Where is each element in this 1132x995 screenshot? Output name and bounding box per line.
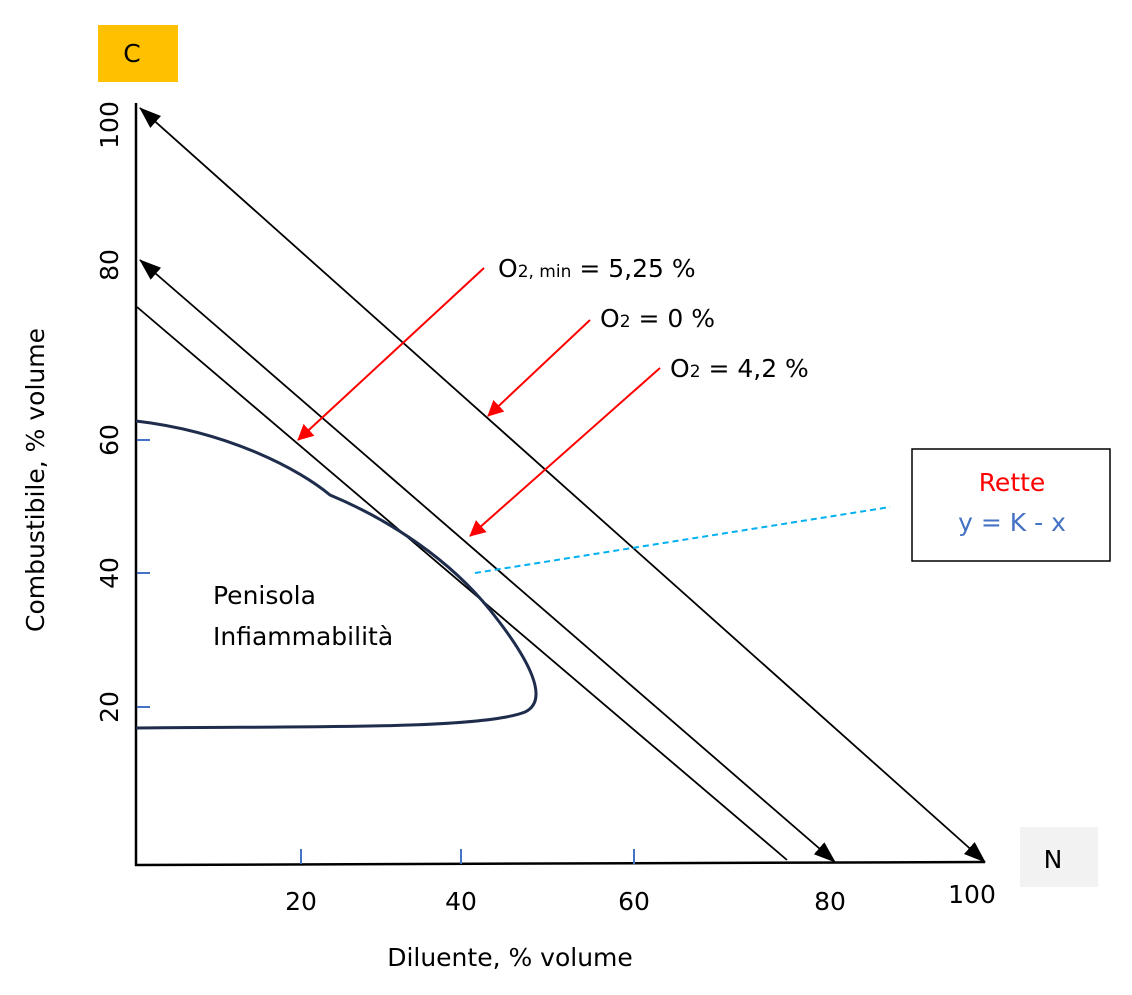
flammability-envelope-curve	[135, 419, 538, 730]
x-tick-label: 100	[948, 880, 996, 909]
y-tick-label: 80	[95, 249, 124, 281]
y-tick-label: 20	[95, 691, 124, 723]
line-label-value: = 0 %	[631, 304, 715, 333]
line-label-main: O	[670, 354, 690, 383]
line-k-75	[136, 306, 788, 861]
line-k-80	[139, 259, 836, 863]
region-label-1: Penisola	[213, 581, 316, 610]
corner-n-box	[1020, 827, 1098, 887]
axis-ticks: 20 40 60 80 100 20 40 60 80 100	[95, 101, 996, 916]
legend-box	[911, 448, 1111, 562]
y-tick-label: 100	[95, 101, 124, 149]
dashed-leader-line	[474, 506, 891, 574]
line-label-main: O	[498, 254, 518, 283]
line-label-subscript: 2	[690, 362, 701, 382]
legend-formula: y = K - x	[958, 508, 1066, 537]
k-lines: O2 = 0 %O2 = 4,2 %O2, min = 5,25 %	[136, 107, 986, 863]
pointer-arrow	[297, 267, 485, 441]
line-label-main: O	[600, 304, 620, 333]
y-axis-label: Combustibile, % volume	[21, 328, 50, 632]
x-axis-label: Diluente, % volume	[387, 943, 633, 972]
line-label: O2 = 0 %	[600, 304, 715, 333]
legend-title: Rette	[979, 468, 1046, 497]
x-tick-label: 20	[285, 887, 317, 916]
corner-c-label: C	[123, 39, 140, 68]
line-label: O2, min = 5,25 %	[498, 254, 696, 283]
line-k-100	[139, 107, 986, 863]
pointer-arrow	[469, 367, 661, 537]
line-label-value: = 4,2 %	[701, 354, 809, 383]
corner-c-box	[98, 25, 178, 82]
x-axis	[134, 860, 986, 867]
line-label-value: = 5,25 %	[571, 254, 695, 283]
line-label-subscript: 2, min	[518, 262, 572, 282]
y-tick-label: 60	[95, 424, 124, 456]
region-label-2: Infiammabilità	[213, 622, 393, 651]
corner-n-label: N	[1044, 845, 1063, 874]
x-tick-label: 60	[618, 887, 650, 916]
x-tick-label: 80	[814, 887, 846, 916]
x-tick-label: 40	[445, 887, 477, 916]
y-tick-label: 40	[95, 557, 124, 589]
line-label-subscript: 2	[620, 312, 631, 332]
line-label: O2 = 4,2 %	[670, 354, 809, 383]
pointer-arrow	[487, 319, 591, 417]
